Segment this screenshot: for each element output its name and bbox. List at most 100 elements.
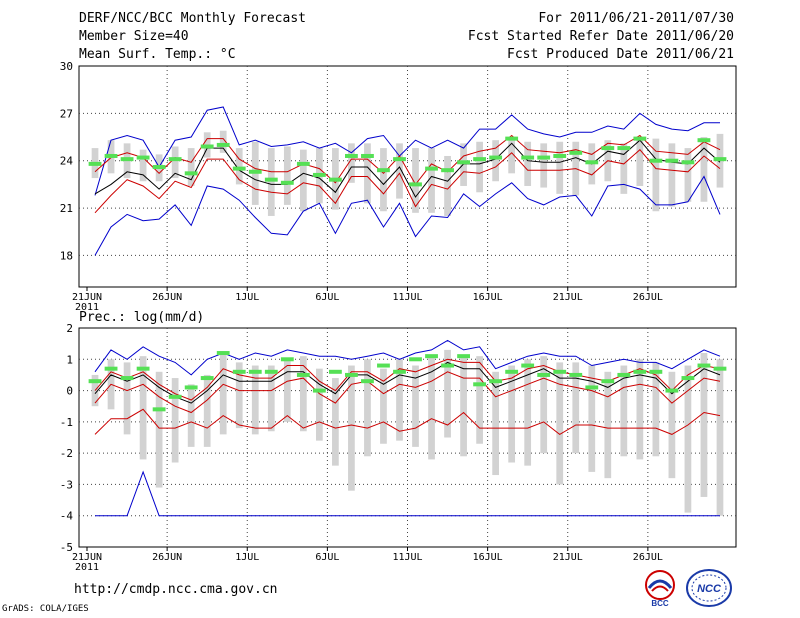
temp-forecast-marker: [505, 136, 519, 141]
precip-forecast-marker: [120, 376, 134, 381]
precip-forecast-marker: [409, 357, 422, 362]
precip-spread-bar: [412, 365, 419, 447]
precip-forecast-marker: [665, 388, 679, 393]
precip-forecast-marker: [280, 357, 294, 362]
temp-spread-bar: [668, 143, 676, 207]
precip-forecast-marker: [136, 366, 150, 371]
temp-spread-bar: [556, 141, 564, 194]
temp-spread-bar: [219, 130, 227, 153]
precip-forecast-marker: [88, 379, 102, 384]
precip-series-max: [94, 339, 721, 376]
temp-forecast-marker: [200, 144, 214, 149]
temp-forecast-marker: [441, 168, 454, 173]
temp-forecast-marker: [649, 158, 663, 163]
precip-forecast-marker: [649, 369, 663, 374]
temp-spread-bar: [620, 143, 628, 194]
temp-forecast-marker: [457, 160, 470, 165]
precip-y-tick-label: -1: [60, 416, 73, 429]
precip-x-tick-label: 26JUN: [152, 552, 182, 563]
precip-spread-bar: [524, 359, 532, 466]
precip-spread-bar: [380, 368, 387, 444]
precip-spread-bar: [668, 371, 676, 479]
precip-spread-bar: [572, 362, 580, 454]
precip-spread-bar: [171, 378, 179, 463]
temp-series-max: [94, 106, 720, 196]
precip-forecast-marker: [216, 351, 230, 356]
temp-spread-bar: [364, 143, 371, 204]
temp-forecast-marker: [88, 161, 102, 166]
precip-forecast-marker: [537, 372, 551, 377]
temp-forecast-marker: [601, 146, 615, 151]
precip-forecast-marker: [152, 407, 166, 412]
temp-forecast-marker: [425, 166, 438, 171]
temp-forecast-marker: [409, 182, 422, 187]
precip-spread-bar: [187, 384, 195, 447]
precip-spread-bar: [251, 365, 259, 435]
temp-forecast-marker: [216, 142, 230, 147]
precip-spread-bar: [396, 359, 403, 441]
precip-series-mean: [94, 361, 721, 404]
precip-forecast-marker: [296, 372, 310, 377]
forecast-produced-date: Fcst Produced Date 2011/06/21: [507, 47, 734, 62]
temp-x-tick-label: 21JUL: [553, 292, 583, 303]
temp-spread-bar: [540, 143, 548, 188]
precip-forecast-marker: [104, 366, 118, 371]
precip-spread-bar: [203, 374, 211, 447]
temp-spread-bar: [460, 143, 467, 186]
temp-forecast-marker: [280, 180, 294, 185]
precip-x-tick-label: 26JUL: [633, 552, 663, 563]
precip-forecast-marker: [232, 369, 246, 374]
precip-spread-bar: [123, 362, 131, 435]
temp-x-tick-label: 16JUL: [473, 292, 503, 303]
temp-forecast-marker: [569, 150, 583, 155]
precip-x-tick-label: 11JUL: [392, 552, 422, 563]
ncc-logo-text: NCC: [697, 583, 722, 595]
precip-x-tick-label: 21JUL: [553, 552, 583, 563]
precip-forecast-marker: [345, 372, 358, 377]
precip-forecast-marker: [473, 382, 487, 387]
temp-spread-bar: [299, 149, 307, 212]
precip-forecast-marker: [521, 363, 535, 368]
bcc-logo: BCC: [645, 570, 675, 608]
temp-spread-bar: [700, 137, 708, 202]
precip-forecast-marker: [633, 369, 647, 374]
ncc-logo: NCC: [686, 569, 732, 607]
temp-spread-bar: [171, 146, 179, 179]
precip-spread-bar: [604, 371, 612, 479]
precip-spread-bar: [219, 353, 227, 435]
temp-forecast-marker: [521, 155, 535, 160]
precip-series-upper: [94, 358, 721, 401]
precip-forecast-marker: [553, 369, 567, 374]
precip-spread-bar: [444, 349, 451, 438]
temp-spread-bar: [492, 140, 499, 182]
precip-panel-title: Prec.: log(mm/d): [79, 310, 204, 325]
temp-x-tick-label: 11JUL: [392, 292, 422, 303]
precip-forecast-marker: [585, 385, 599, 390]
temp-spread-bar: [508, 138, 516, 174]
precip-spread-bar: [716, 359, 724, 516]
temp-y-tick-label: 27: [60, 107, 73, 120]
temp-forecast-marker: [633, 136, 647, 141]
precip-series-lowest: [94, 408, 721, 436]
temp-y-tick-label: 30: [60, 60, 73, 73]
precip-x-tick-label: 21JUN: [72, 552, 102, 563]
precip-spread-bar: [588, 365, 596, 472]
precip-spread-bar: [492, 371, 499, 476]
source-url[interactable]: http://cmdp.ncc.cma.gov.cn: [74, 582, 278, 597]
temp-series-lower: [94, 148, 721, 214]
precip-spread-bar: [155, 371, 163, 488]
temp-forecast-marker: [553, 153, 567, 158]
precip-y-tick-label: 1: [66, 353, 73, 366]
precip-forecast-marker: [168, 394, 182, 399]
temp-y-tick-label: 21: [60, 202, 73, 215]
temp-forecast-marker: [665, 158, 679, 163]
temp-spread-bar: [187, 148, 195, 186]
temp-forecast-marker: [377, 168, 390, 173]
temp-forecast-marker: [713, 157, 727, 162]
temp-forecast-marker: [473, 157, 487, 162]
temp-spread-bar: [412, 148, 419, 213]
precip-y-tick-label: 2: [66, 322, 73, 335]
precip-forecast-marker: [312, 388, 326, 393]
temp-x-tick-label: 21JUN: [72, 292, 102, 303]
